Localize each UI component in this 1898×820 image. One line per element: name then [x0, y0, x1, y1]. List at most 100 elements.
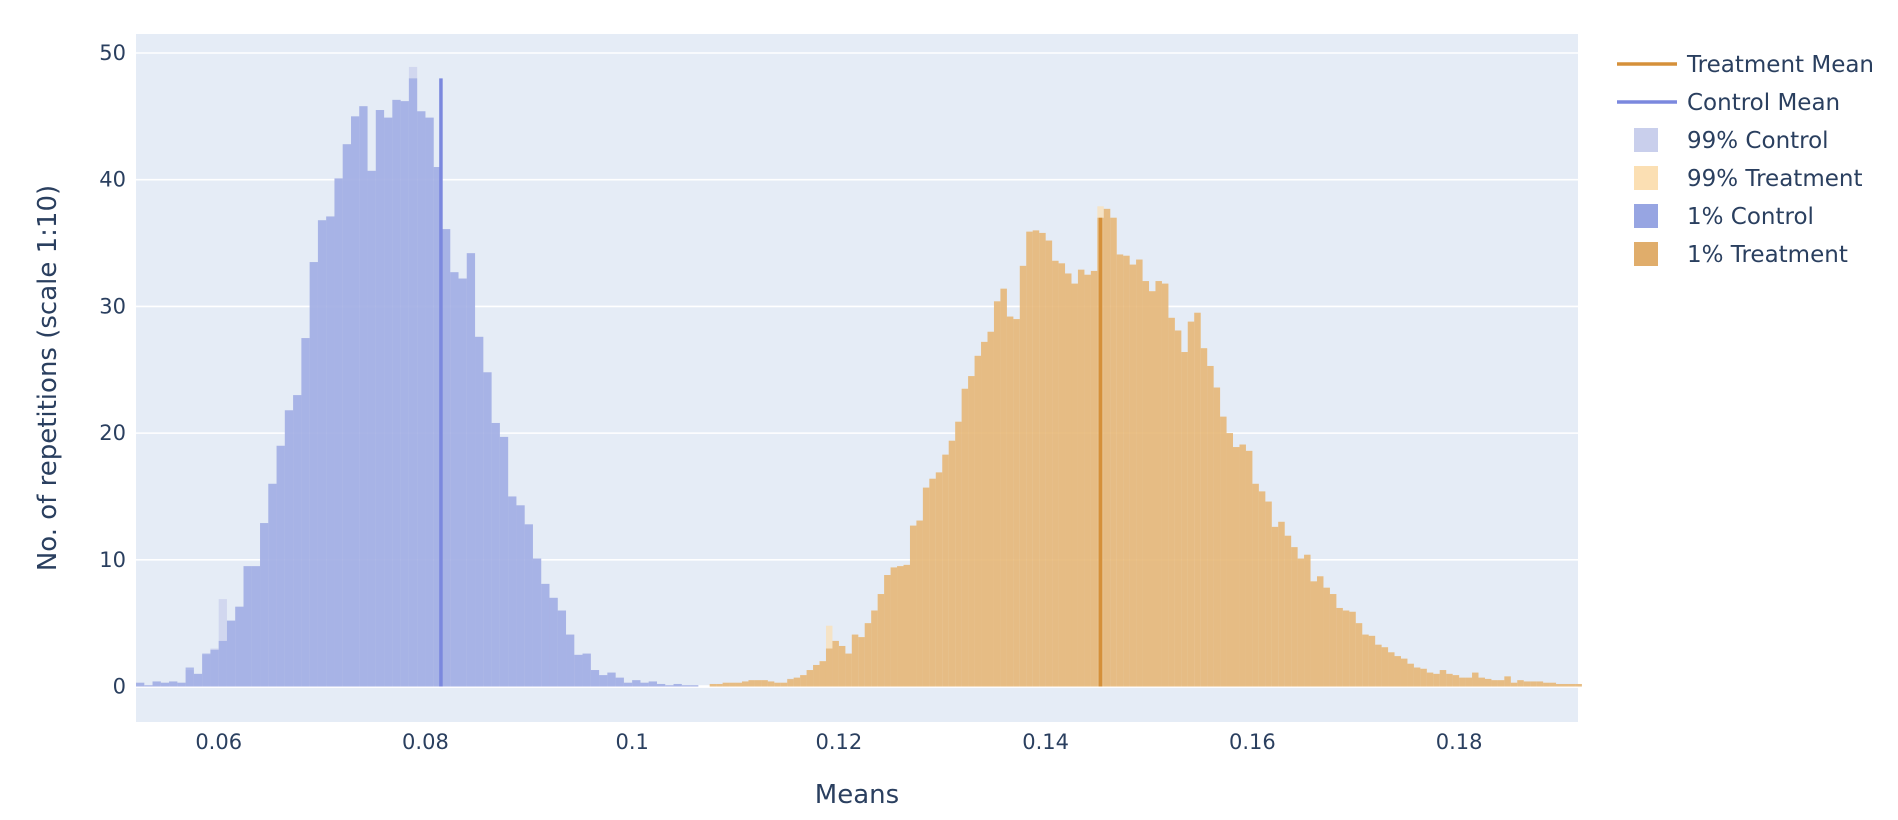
bar-1-treatment: [806, 670, 814, 687]
bar-1-treatment: [761, 680, 768, 687]
bar-1-control: [681, 685, 691, 687]
bar-1-control: [640, 682, 649, 687]
bar-1-treatment: [1400, 658, 1408, 687]
bar-1-treatment: [1394, 656, 1401, 687]
bar-1-treatment: [968, 376, 975, 687]
x-tick-label: 0.06: [195, 730, 242, 754]
bar-1-control: [326, 216, 335, 687]
bar-1-treatment: [1459, 677, 1466, 687]
bar-1-control: [251, 566, 261, 687]
bar-1-treatment: [1297, 558, 1305, 687]
bar-1-treatment: [1329, 594, 1337, 687]
bar-1-treatment: [1052, 260, 1059, 687]
bar-1-treatment: [1245, 450, 1253, 687]
bar-1-treatment: [1136, 259, 1143, 687]
bar-1-control: [491, 422, 500, 687]
bar-1-treatment: [981, 341, 988, 687]
bar-1-control: [293, 395, 302, 687]
bar-1-treatment: [1465, 677, 1473, 687]
bar-1-treatment: [1271, 526, 1279, 687]
bar-1-treatment: [1368, 635, 1376, 687]
bar-1-control: [235, 606, 244, 687]
bar-1-treatment: [1342, 610, 1350, 687]
bar-1-treatment: [1291, 547, 1298, 687]
bar-1-treatment: [1123, 255, 1130, 687]
bar-1-treatment: [1226, 433, 1234, 687]
bar-1-treatment: [884, 575, 891, 687]
bar-1-control: [260, 523, 269, 687]
x-tick-label: 0.12: [816, 730, 863, 754]
bar-1-control: [483, 372, 492, 687]
bar-1-control: [367, 170, 376, 687]
bar-1-treatment: [1090, 270, 1098, 687]
bar-1-control: [334, 178, 343, 687]
bar-1-control: [400, 101, 409, 687]
bar-1-control: [152, 681, 161, 687]
bar-1-treatment: [993, 301, 1001, 687]
bar-1-treatment: [1504, 676, 1511, 687]
bar-1-control: [375, 110, 385, 687]
bar-1-control: [607, 672, 616, 687]
legend-label-99pct-control: 99% Control: [1687, 128, 1829, 154]
x-axis-title: Means: [815, 780, 899, 810]
bar-1-treatment: [1536, 681, 1544, 687]
bar-1-treatment: [1439, 670, 1447, 687]
bar-1-treatment: [1446, 673, 1453, 687]
bar-1-treatment: [832, 640, 839, 687]
bar-1-treatment: [1362, 634, 1369, 687]
bar-1-treatment: [1284, 535, 1292, 687]
y-tick-label: 30: [99, 294, 126, 318]
bar-1-treatment: [897, 566, 904, 687]
bar-1-control: [160, 682, 170, 687]
bar-1-treatment: [813, 664, 820, 687]
bar-1-treatment: [1304, 554, 1311, 687]
legend-swatch-99pct-control: [1634, 128, 1658, 152]
bar-1-treatment: [1239, 444, 1246, 687]
bar-1-treatment: [1213, 387, 1221, 687]
bar-1-treatment: [1032, 230, 1040, 687]
y-tick-label: 0: [113, 675, 126, 699]
bar-1-treatment: [890, 567, 898, 687]
bar-1-treatment: [793, 677, 801, 687]
bar-1-treatment: [974, 355, 982, 687]
bar-1-control: [309, 262, 318, 687]
bar-1-control: [532, 558, 542, 687]
bar-1-control: [425, 117, 434, 687]
bar-1-treatment: [1174, 330, 1182, 687]
bar-1-treatment: [1497, 680, 1505, 687]
bar-1-treatment: [922, 487, 930, 687]
bar-1-treatment: [1575, 683, 1582, 687]
x-tick-label: 0.1: [615, 730, 648, 754]
bar-1-treatment: [1233, 447, 1240, 687]
bar-1-control: [177, 682, 186, 687]
bar-1-treatment: [1084, 274, 1091, 687]
bar-1-control: [673, 683, 682, 687]
bar-1-treatment: [1161, 283, 1169, 687]
bar-1-treatment: [767, 681, 775, 687]
bar-1-treatment: [1523, 681, 1531, 687]
bar-1-treatment: [1452, 675, 1460, 687]
bar-1-treatment: [1549, 682, 1557, 687]
bar-1-treatment: [1155, 281, 1162, 687]
bar-1-treatment: [1413, 667, 1421, 687]
bar-1-treatment: [929, 478, 936, 687]
bar-1-treatment: [903, 564, 910, 687]
bar-1-treatment: [735, 682, 743, 687]
bar-1-treatment: [819, 661, 826, 687]
bar-1-treatment: [1207, 365, 1214, 687]
bar-1-control: [301, 338, 310, 687]
bar-1-control: [599, 675, 608, 687]
bar-1-control: [384, 117, 393, 687]
bar-1-control: [392, 99, 401, 687]
bar-1-treatment: [1355, 623, 1363, 687]
legend-swatch-99pct-treatment: [1634, 166, 1658, 190]
bar-1-treatment: [1543, 682, 1550, 687]
bar-1-treatment: [1530, 681, 1537, 687]
bar-1-treatment: [1407, 663, 1414, 687]
bar-1-control: [450, 272, 459, 687]
bar-1-treatment: [1316, 576, 1324, 687]
bar-1-treatment: [1556, 683, 1563, 687]
bar-1-treatment: [1420, 668, 1427, 687]
bar-1-treatment: [800, 675, 807, 687]
